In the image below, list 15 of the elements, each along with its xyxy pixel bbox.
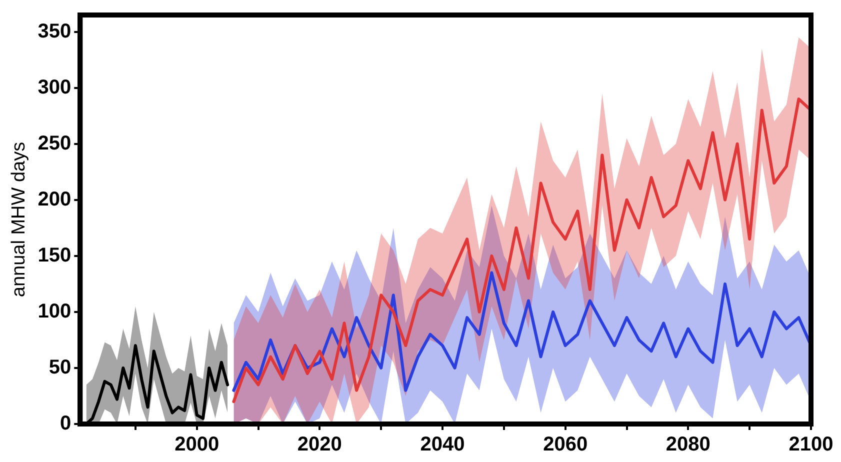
y-tick-label: 50 <box>48 356 72 378</box>
y-tick-label: 300 <box>38 76 72 98</box>
x-tick-label: 2080 <box>666 434 710 456</box>
y-tick-label: 0 <box>60 412 72 435</box>
y-tick-label: 250 <box>38 132 72 154</box>
x-tick-label: 2100 <box>788 434 834 456</box>
x-tick-label: 2000 <box>174 434 220 456</box>
y-tick-label: 350 <box>38 20 72 42</box>
y-tick-label: 200 <box>38 188 72 210</box>
y-tick-label: 100 <box>38 300 72 322</box>
y-axis-title: annual MHW days <box>8 142 30 298</box>
x-tick-label: 2060 <box>543 434 588 456</box>
y-tick-label: 150 <box>38 244 72 266</box>
x-tick-label: 2020 <box>297 434 342 456</box>
x-tick-label: 2040 <box>420 434 465 456</box>
